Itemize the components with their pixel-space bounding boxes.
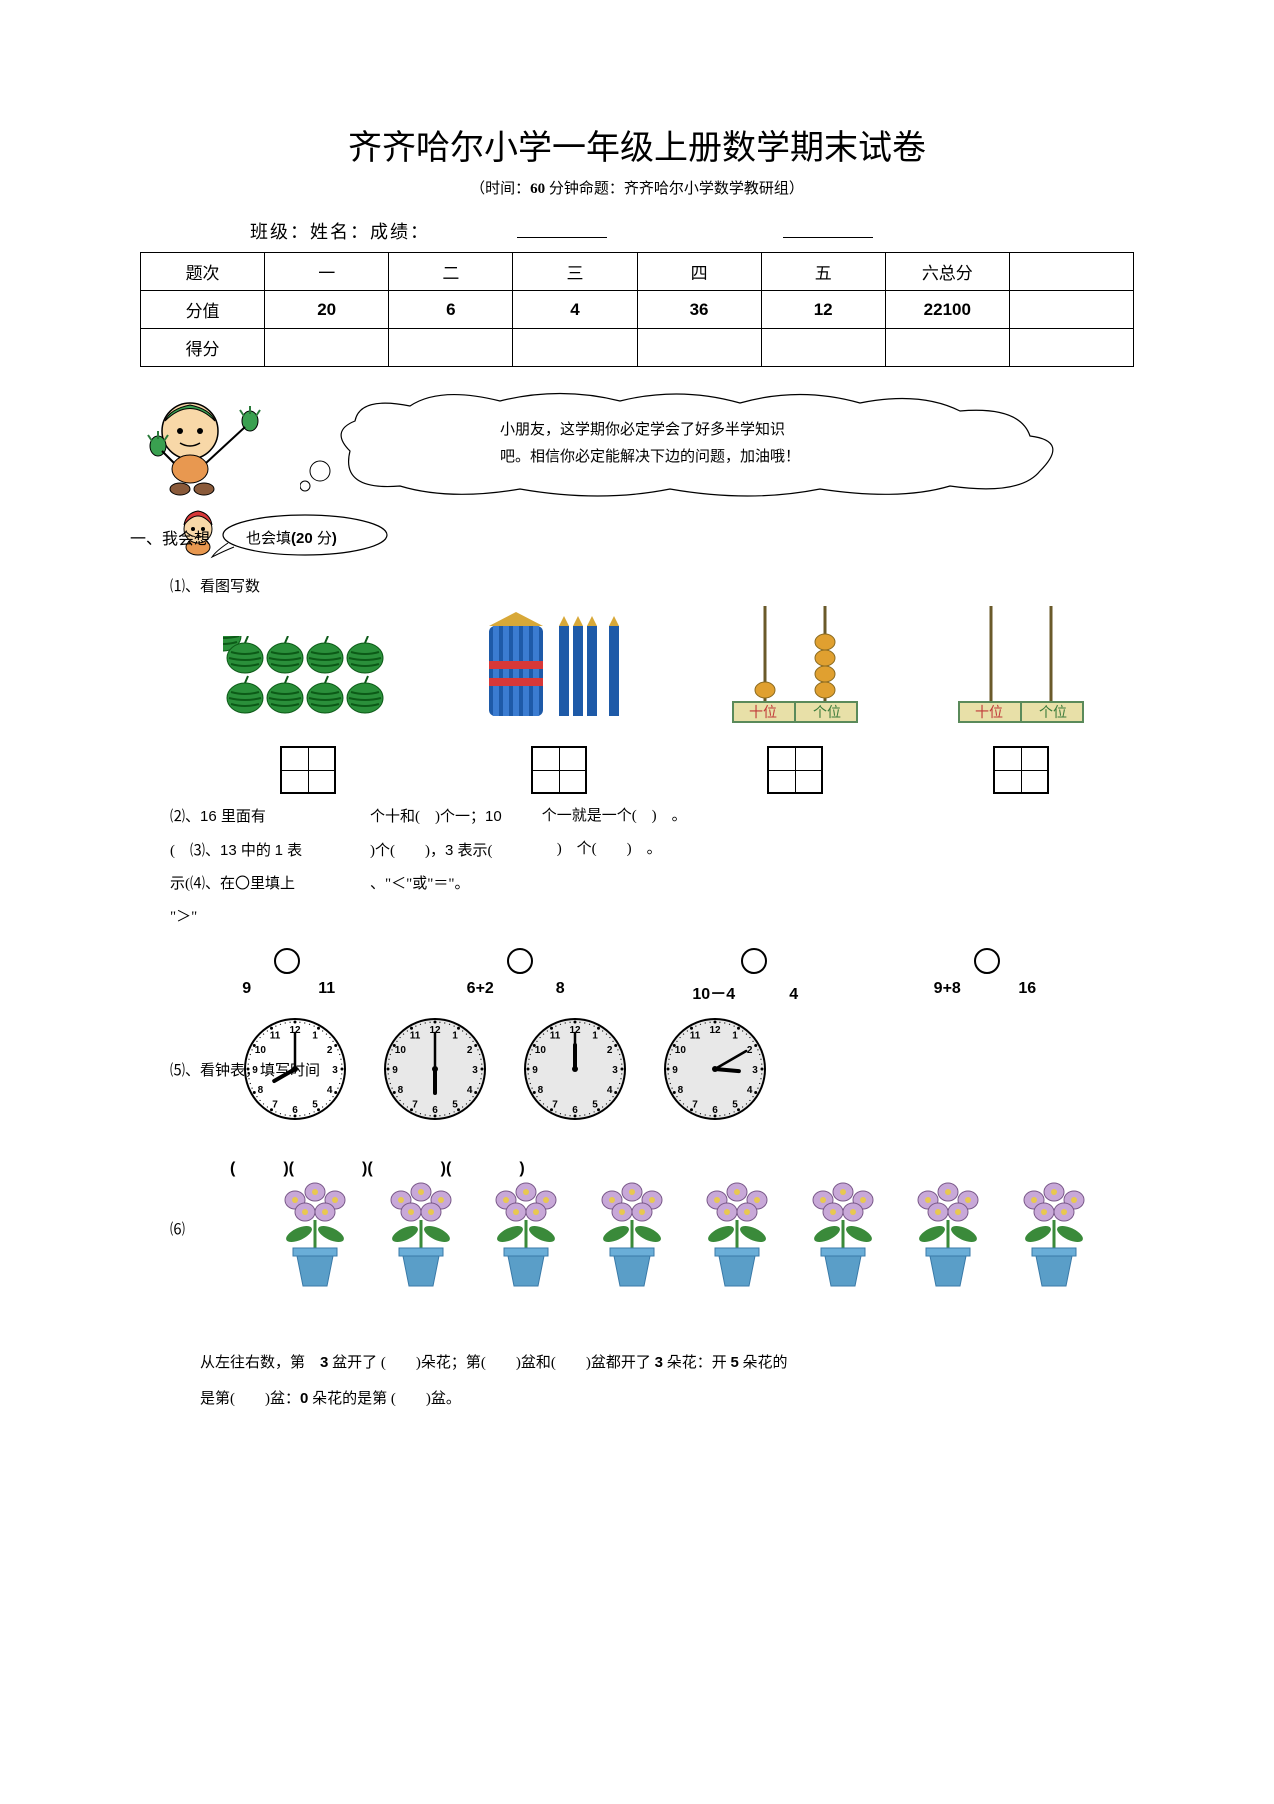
cartoon-boy-icon (130, 391, 310, 501)
svg-text:10: 10 (675, 1045, 687, 1056)
svg-text:1: 1 (592, 1030, 598, 1041)
section1-bubble-text: 也会填(20 分) (246, 527, 337, 548)
flower-pot-icon (793, 1170, 893, 1295)
svg-text:3: 3 (332, 1065, 338, 1076)
compare-circle[interactable] (974, 948, 1000, 974)
svg-text:6: 6 (432, 1105, 438, 1116)
clock-icon: 123456789101112 (520, 1014, 630, 1124)
watermelons-icon (223, 636, 393, 726)
svg-text:2: 2 (747, 1045, 753, 1056)
answer-box[interactable] (280, 746, 336, 794)
svg-text:9: 9 (532, 1065, 538, 1076)
svg-text:2: 2 (467, 1045, 473, 1056)
svg-text:8: 8 (538, 1085, 544, 1096)
svg-text:11: 11 (690, 1030, 701, 1041)
section1-label: 一、我会想 (130, 525, 210, 549)
svg-text:7: 7 (272, 1100, 278, 1111)
svg-text:6: 6 (572, 1105, 578, 1116)
flower-pot-icon (265, 1170, 365, 1295)
clock-row: ⑸、看钟表，填写时间 123456789101112 1234567891011… (170, 1014, 1104, 1124)
page-title: 齐齐哈尔小学一年级上册数学期末试卷 (140, 120, 1134, 169)
flower-pot-icon (1004, 1170, 1104, 1295)
flower-pot-icon (687, 1170, 787, 1295)
answer-box[interactable] (767, 746, 823, 794)
svg-text:9: 9 (392, 1065, 398, 1076)
svg-text:7: 7 (692, 1100, 698, 1111)
flower-pot-icon (898, 1170, 998, 1295)
svg-text:4: 4 (607, 1085, 613, 1096)
section1-head: 一、我会想 也会填(20 分) (140, 511, 1134, 565)
svg-text:10: 10 (535, 1045, 547, 1056)
table-row: 分值 20 6 4 36 12 22100 (141, 291, 1134, 329)
svg-text:个位: 个位 (1039, 705, 1067, 721)
class-name-line: 班级：姓名：成绩： (250, 218, 1134, 244)
table-row: 题次 一 二 三 四 五 六总分 (141, 253, 1134, 291)
svg-text:6: 6 (712, 1105, 718, 1116)
compare-values-row: 911 6+28 10－44 9+816 (170, 980, 1104, 1004)
page-subtitle: （时间：60 分钟命题：齐齐哈尔小学数学教研组） (140, 177, 1134, 198)
q1-label: ⑴、看图写数 (170, 575, 1134, 596)
svg-text:8: 8 (678, 1085, 684, 1096)
svg-text:2: 2 (327, 1045, 333, 1056)
abacus-icon: 十位 个位 (725, 606, 865, 726)
bottom-text: 从左往右数，第 3 盆开了 ( )朵花；第( )盆和( )盆都开了 3 朵花：开… (200, 1345, 1134, 1417)
compare-circle[interactable] (274, 948, 300, 974)
table-row: 得分 (141, 329, 1134, 367)
compare-circle[interactable] (507, 948, 533, 974)
q6-label: ⑹ (170, 1218, 185, 1239)
answer-box[interactable] (531, 746, 587, 794)
svg-text:3: 3 (472, 1065, 478, 1076)
q5-label: ⑸、看钟表，填写时间 (170, 1059, 320, 1080)
svg-text:10: 10 (255, 1045, 267, 1056)
svg-text:1: 1 (732, 1030, 738, 1041)
svg-text:十位: 十位 (975, 705, 1003, 721)
answer-box[interactable] (993, 746, 1049, 794)
svg-text:1: 1 (452, 1030, 458, 1041)
intro-bubble-row: 小朋友，这学期你必定学会了好多半学知识 吧。相信你必定能解决下边的问题，加油哦！ (140, 391, 1134, 501)
score-table: 题次 一 二 三 四 五 六总分 分值 20 6 4 36 12 22100 得… (140, 252, 1134, 367)
svg-text:3: 3 (612, 1065, 618, 1076)
svg-text:4: 4 (327, 1085, 333, 1096)
q1-figure-row: 十位 个位 十位 个位 (180, 606, 1134, 794)
svg-text:11: 11 (270, 1030, 281, 1041)
svg-text:7: 7 (552, 1100, 558, 1111)
svg-text:6: 6 (292, 1105, 298, 1116)
clock-icon: 123456789101112 (380, 1014, 490, 1124)
svg-text:7: 7 (412, 1100, 418, 1111)
flower-pot-icon (371, 1170, 471, 1295)
svg-text:10: 10 (395, 1045, 407, 1056)
svg-text:4: 4 (747, 1085, 753, 1096)
crayon-bundles-icon (479, 606, 639, 726)
abacus-icon: 十位 个位 (951, 606, 1091, 726)
svg-text:9: 9 (672, 1065, 678, 1076)
svg-text:十位: 十位 (749, 705, 777, 721)
flower-pot-icon (582, 1170, 682, 1295)
svg-text:11: 11 (410, 1030, 421, 1041)
cloud-text: 小朋友，这学期你必定学会了好多半学知识 吧。相信你必定能解决下边的问题，加油哦！ (500, 417, 800, 471)
fill-lines: ⑵、16 里面有 ( ⑶、13 中的 1 表 示(⑷、在〇里填上 "＞" 个十和… (170, 800, 1134, 934)
compare-circles-row (170, 948, 1104, 974)
svg-text:11: 11 (550, 1030, 561, 1041)
flower-row (265, 1170, 1104, 1295)
compare-circle[interactable] (741, 948, 767, 974)
svg-text:2: 2 (607, 1045, 613, 1056)
svg-text:8: 8 (398, 1085, 404, 1096)
svg-text:12: 12 (709, 1025, 721, 1036)
svg-text:4: 4 (467, 1085, 473, 1096)
svg-text:1: 1 (312, 1030, 318, 1041)
clock-icon: 123456789101112 (660, 1014, 770, 1124)
flower-pot-icon (476, 1170, 576, 1295)
svg-text:个位: 个位 (813, 705, 841, 721)
svg-text:8: 8 (258, 1085, 264, 1096)
svg-text:3: 3 (752, 1065, 758, 1076)
